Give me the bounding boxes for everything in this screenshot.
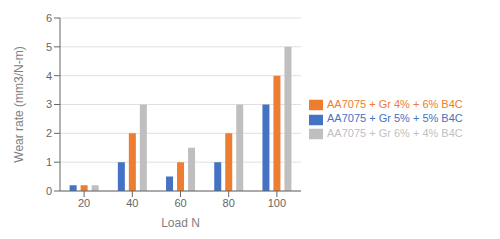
svg-text:0: 0 <box>46 185 52 197</box>
svg-text:4: 4 <box>46 70 52 82</box>
svg-text:Wear rate (mm3/N-m): Wear rate (mm3/N-m) <box>12 46 26 162</box>
svg-text:1: 1 <box>46 156 52 168</box>
svg-text:3: 3 <box>46 98 52 110</box>
svg-text:5: 5 <box>46 41 52 53</box>
svg-text:40: 40 <box>126 197 138 209</box>
svg-text:100: 100 <box>268 197 286 209</box>
svg-text:Load N: Load N <box>161 216 200 230</box>
svg-text:20: 20 <box>78 197 90 209</box>
svg-text:2: 2 <box>46 127 52 139</box>
svg-text:6: 6 <box>46 12 52 24</box>
html-text:AA7075 + Gr 6% + 4% B4C: AA7075 + Gr 6% + 4% B4C <box>327 126 463 139</box>
svg-text:80: 80 <box>223 197 235 209</box>
html-text:AA7075 + Gr 4% + 6% B4C: AA7075 + Gr 4% + 6% B4C <box>327 98 463 111</box>
html-text:AA7075 + Gr 5% + 5% B4C: AA7075 + Gr 5% + 5% B4C <box>327 112 463 125</box>
svg-text:60: 60 <box>174 197 186 209</box>
